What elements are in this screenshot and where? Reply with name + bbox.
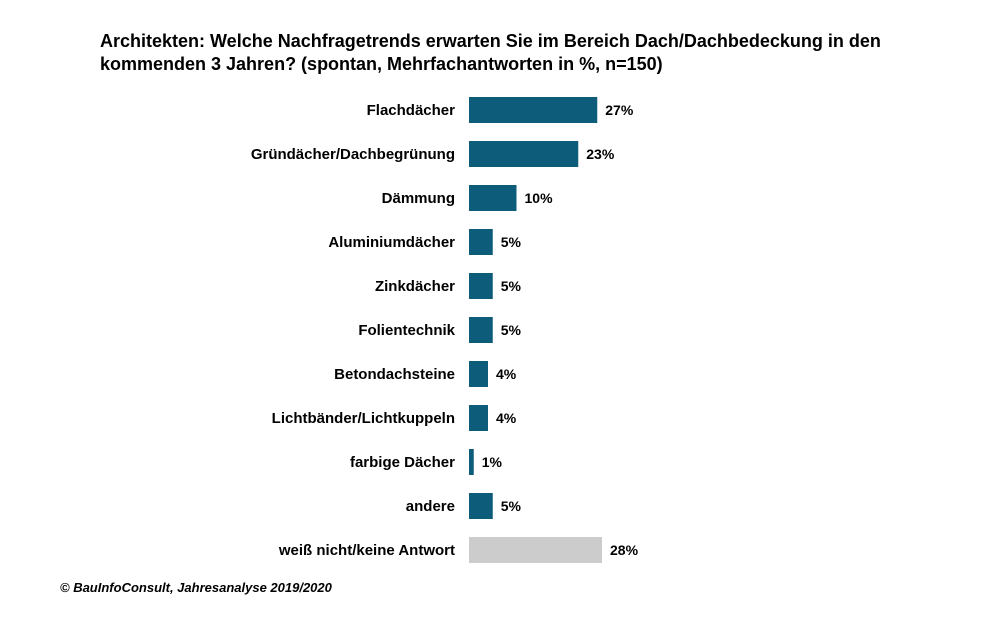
source-note: © BauInfoConsult, Jahresanalyse 2019/202…	[60, 580, 332, 595]
value-label: 5%	[501, 322, 522, 338]
value-label: 28%	[610, 542, 639, 558]
bar	[469, 185, 517, 211]
bar	[469, 141, 579, 167]
value-label: 10%	[525, 190, 554, 206]
value-label: 4%	[496, 410, 517, 426]
bar	[469, 317, 493, 343]
bar	[469, 449, 474, 475]
category-label: Zinkdächer	[375, 278, 455, 295]
category-label: Flachdächer	[367, 102, 456, 119]
category-label: Dämmung	[382, 190, 455, 207]
bars	[469, 97, 602, 563]
bar	[469, 405, 488, 431]
value-label: 27%	[605, 102, 634, 118]
value-label: 5%	[501, 278, 522, 294]
category-label: Aluminiumdächer	[328, 234, 455, 251]
category-label: andere	[406, 498, 455, 515]
bar	[469, 97, 598, 123]
category-labels: Flachdächer Gründächer/Dachbegrünung Dämmu…	[251, 102, 456, 559]
chart-title: Architekten: Welche Nachfragetrends erwa…	[100, 31, 881, 74]
category-label: farbige Dächer	[350, 454, 455, 471]
value-label: 23%	[586, 146, 615, 162]
bar	[469, 273, 493, 299]
value-label: 5%	[501, 234, 522, 250]
category-label: Folientechnik	[358, 322, 455, 339]
category-label: Betondachsteine	[334, 366, 455, 383]
category-label: Gründächer/Dachbegrünung	[251, 146, 455, 163]
category-label: Lichtbänder/Lichtkuppeln	[272, 410, 455, 427]
bar	[469, 537, 602, 563]
bar	[469, 361, 488, 387]
bar	[469, 493, 493, 519]
category-label: weiß nicht/keine Antwort	[278, 542, 455, 559]
bar	[469, 229, 493, 255]
value-label: 1%	[482, 454, 503, 470]
value-label: 4%	[496, 366, 517, 382]
value-label: 5%	[501, 498, 522, 514]
value-labels: 27% 23% 10% 5% 5% 5% 4% 4% 1% 5% 28%	[482, 102, 639, 558]
